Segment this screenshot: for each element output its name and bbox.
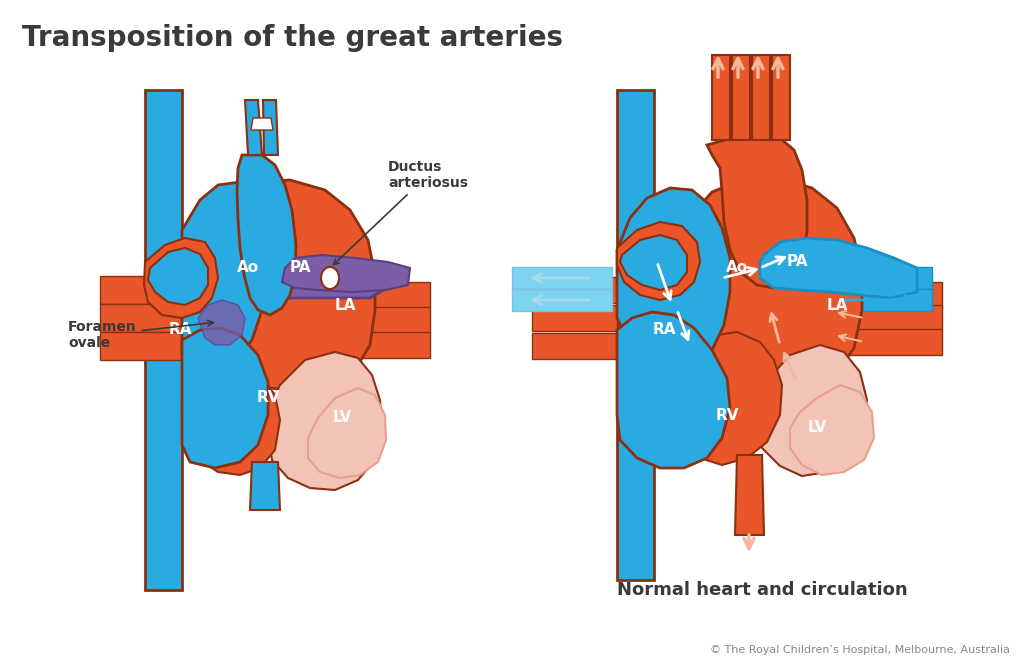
Text: Normal heart and circulation: Normal heart and circulation bbox=[616, 581, 907, 599]
Text: LA: LA bbox=[826, 297, 848, 313]
Polygon shape bbox=[617, 188, 730, 370]
Polygon shape bbox=[250, 462, 280, 510]
Text: RA: RA bbox=[168, 323, 191, 338]
Polygon shape bbox=[268, 352, 382, 490]
Polygon shape bbox=[757, 345, 867, 476]
Polygon shape bbox=[822, 329, 942, 355]
Polygon shape bbox=[198, 300, 245, 345]
Polygon shape bbox=[674, 332, 782, 465]
Polygon shape bbox=[182, 268, 395, 298]
Polygon shape bbox=[100, 304, 182, 332]
Polygon shape bbox=[752, 55, 770, 140]
Polygon shape bbox=[263, 100, 278, 155]
Polygon shape bbox=[532, 333, 617, 359]
Text: PA: PA bbox=[289, 260, 310, 276]
Polygon shape bbox=[251, 118, 273, 130]
Polygon shape bbox=[732, 55, 750, 140]
Polygon shape bbox=[712, 55, 730, 140]
Polygon shape bbox=[100, 276, 182, 304]
Polygon shape bbox=[822, 305, 942, 331]
Polygon shape bbox=[245, 100, 262, 155]
Polygon shape bbox=[200, 180, 375, 392]
Polygon shape bbox=[735, 455, 764, 535]
Polygon shape bbox=[620, 235, 687, 290]
Text: LA: LA bbox=[334, 297, 355, 313]
Text: RV: RV bbox=[256, 391, 280, 405]
Polygon shape bbox=[182, 368, 280, 475]
Text: Foramen
ovale: Foramen ovale bbox=[68, 320, 213, 350]
Polygon shape bbox=[100, 332, 182, 360]
Text: Ao: Ao bbox=[726, 260, 749, 276]
Polygon shape bbox=[512, 267, 612, 289]
Polygon shape bbox=[308, 388, 386, 478]
Text: Transposition of the great arteries: Transposition of the great arteries bbox=[22, 24, 563, 52]
Text: Ao: Ao bbox=[237, 260, 259, 276]
Polygon shape bbox=[617, 312, 730, 468]
Text: © The Royal Children’s Hospital, Melbourne, Australia: © The Royal Children’s Hospital, Melbour… bbox=[710, 645, 1010, 655]
Polygon shape bbox=[617, 90, 654, 580]
Polygon shape bbox=[282, 255, 410, 292]
Polygon shape bbox=[182, 328, 268, 468]
Text: RA: RA bbox=[652, 323, 676, 338]
Polygon shape bbox=[340, 282, 430, 308]
Polygon shape bbox=[707, 135, 807, 288]
Polygon shape bbox=[790, 385, 874, 475]
Text: Ductus
arteriosus: Ductus arteriosus bbox=[334, 160, 468, 265]
Polygon shape bbox=[760, 238, 918, 298]
Text: LV: LV bbox=[333, 411, 351, 425]
Polygon shape bbox=[532, 277, 617, 303]
Polygon shape bbox=[772, 55, 790, 140]
Polygon shape bbox=[822, 267, 932, 289]
Ellipse shape bbox=[321, 267, 339, 289]
Polygon shape bbox=[532, 305, 617, 331]
Polygon shape bbox=[340, 307, 430, 333]
Polygon shape bbox=[145, 90, 182, 590]
Polygon shape bbox=[822, 289, 932, 311]
Polygon shape bbox=[144, 238, 218, 318]
Text: PA: PA bbox=[786, 254, 808, 270]
Polygon shape bbox=[617, 222, 700, 300]
Polygon shape bbox=[822, 282, 942, 308]
Text: LV: LV bbox=[807, 421, 826, 435]
Polygon shape bbox=[148, 248, 208, 305]
Polygon shape bbox=[340, 332, 430, 358]
Polygon shape bbox=[182, 182, 270, 368]
Polygon shape bbox=[512, 289, 612, 311]
Polygon shape bbox=[237, 155, 296, 315]
Text: RV: RV bbox=[715, 407, 738, 423]
Polygon shape bbox=[687, 178, 862, 392]
